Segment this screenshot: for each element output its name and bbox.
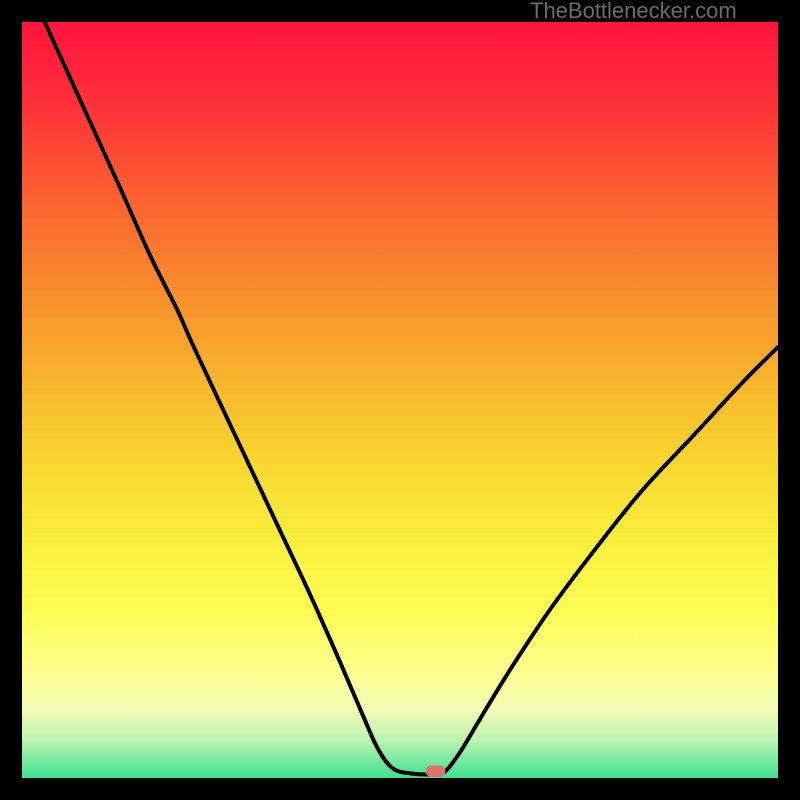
chart-frame: TheBottlenecker.com bbox=[0, 0, 800, 800]
watermark-text: TheBottlenecker.com bbox=[530, 0, 737, 24]
gradient-background bbox=[22, 22, 778, 778]
optimal-point-marker bbox=[426, 766, 446, 777]
bottleneck-chart bbox=[22, 22, 778, 778]
